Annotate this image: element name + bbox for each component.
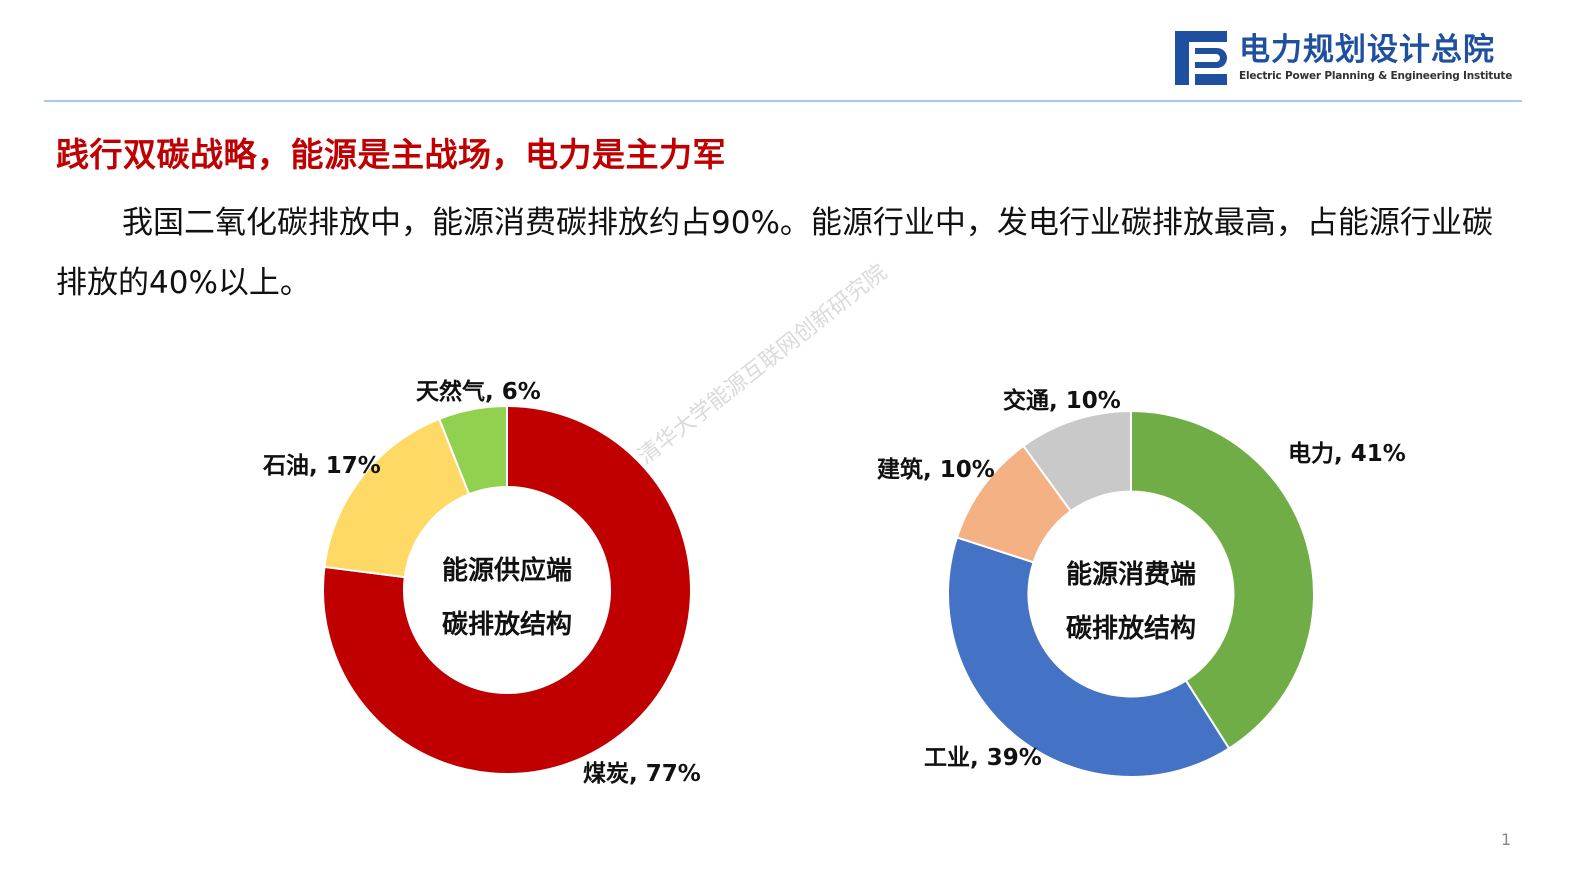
slide-body: 我国二氧化碳排放中，能源消费碳排放约占90%。能源行业中，发电行业碳排放最高，占… (56, 193, 1516, 313)
demand-chart-center-label: 能源消费端 碳排放结构 (1031, 548, 1231, 656)
supply-chart-center-label: 能源供应端 碳排放结构 (407, 544, 607, 652)
center-line-1: 能源供应端 (441, 556, 572, 586)
body-paragraph: 我国二氧化碳排放中，能源消费碳排放约占90%。能源行业中，发电行业碳排放最高，占… (56, 205, 1493, 301)
logo-english-name: Electric Power Planning & Engineering In… (1239, 70, 1513, 82)
label-power: 电力, 41% (1288, 441, 1406, 467)
label-transport: 交通, 10% (1003, 388, 1121, 414)
donut-slice-2 (437, 404, 508, 496)
center-line-2: 碳排放结构 (441, 610, 572, 640)
institute-logo: 电力规划设计总院 Electric Power Planning & Engin… (1175, 31, 1512, 85)
donut-slice-1 (947, 536, 1231, 778)
donut-slice-0 (1130, 409, 1315, 750)
logo-mark-icon (1175, 31, 1227, 85)
label-building: 建筑, 10% (877, 457, 995, 483)
center-line-2: 碳排放结构 (1065, 614, 1196, 644)
demand-donut-svg (947, 409, 1315, 778)
slide-title: 践行双碳战略，能源是主战场，电力是主力军 (56, 135, 726, 174)
label-coal: 煤炭, 77% (583, 761, 701, 787)
label-industry: 工业, 39% (924, 745, 1042, 771)
supply-donut-svg (322, 404, 692, 775)
logo-chinese-name: 电力规划设计总院 (1239, 32, 1495, 68)
label-natural-gas: 天然气, 6% (416, 379, 541, 405)
page-number: 1 (1501, 830, 1512, 849)
donut-slice-3 (1022, 409, 1132, 513)
center-line-1: 能源消费端 (1065, 560, 1196, 590)
demand-side-donut-chart (946, 409, 1316, 779)
header-divider (44, 100, 1522, 102)
supply-side-donut-chart (321, 404, 693, 776)
donut-slice-0 (322, 404, 692, 775)
label-oil: 石油, 17% (263, 453, 381, 479)
